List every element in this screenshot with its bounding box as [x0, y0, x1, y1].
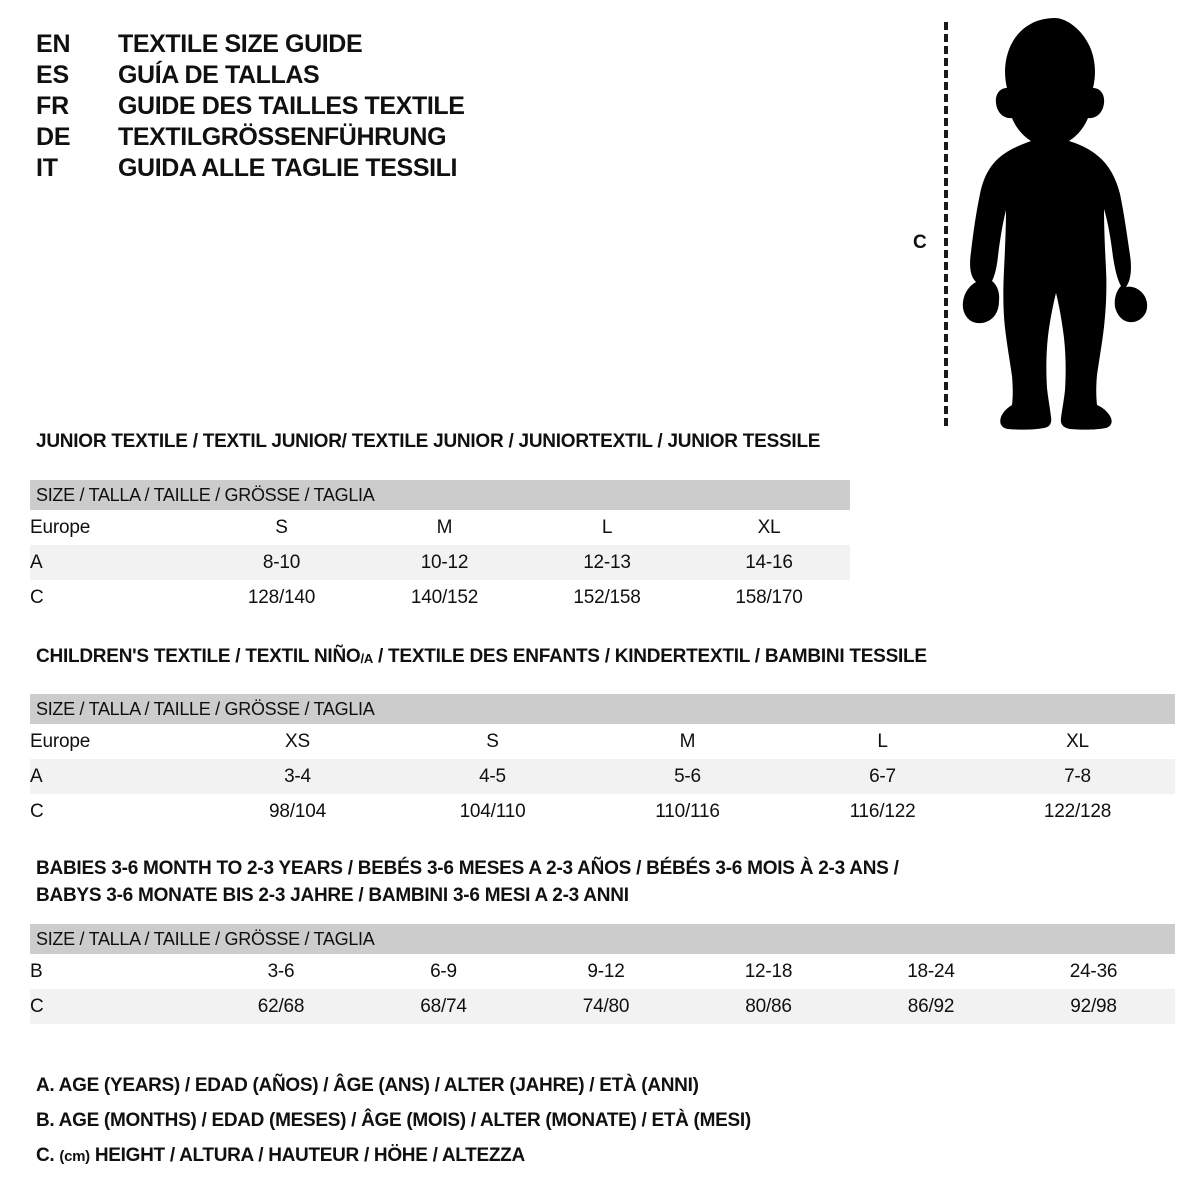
junior-row-europe-cell-1: M	[363, 510, 526, 545]
junior-row-a-cell-3: 14-16	[688, 545, 850, 580]
legend-block: A. AGE (YEARS) / EDAD (AÑOS) / ÂGE (ANS)…	[36, 1068, 751, 1174]
table-row: Europe XS S M L XL	[30, 724, 1176, 759]
junior-row-europe-cell-0: S	[200, 510, 363, 545]
babies-row-c-cell-0: 62/68	[200, 989, 362, 1024]
junior-row-a-cell-2: 12-13	[526, 545, 688, 580]
children-row-c-cell-1: 104/110	[395, 794, 590, 829]
table-row: A 3-4 4-5 5-6 6-7 7-8	[30, 759, 1176, 794]
babies-row-c-label: C	[30, 989, 200, 1024]
height-measure-label: C	[913, 232, 927, 253]
babies-size-table: SIZE / TALLA / TAILLE / GRÖSSE / TAGLIA …	[30, 924, 1176, 1024]
language-code-it: IT	[36, 154, 58, 182]
junior-row-europe-label: Europe	[30, 510, 200, 545]
language-code-en: EN	[36, 30, 71, 58]
language-row-de: DE TEXTILGRÖSSENFÜHRUNG	[36, 123, 596, 154]
language-row-fr: FR GUIDE DES TAILLES TEXTILE	[36, 92, 596, 123]
table-row: Europe S M L XL	[30, 510, 850, 545]
children-row-a-cell-1: 4-5	[395, 759, 590, 794]
junior-size-table: SIZE / TALLA / TAILLE / GRÖSSE / TAGLIA …	[30, 480, 850, 615]
language-title-block: EN TEXTILE SIZE GUIDE ES GUÍA DE TALLAS …	[36, 30, 596, 185]
children-row-a-cell-2: 5-6	[590, 759, 785, 794]
junior-row-c-cell-0: 128/140	[200, 580, 363, 615]
junior-table-bar-row: SIZE / TALLA / TAILLE / GRÖSSE / TAGLIA	[30, 480, 850, 510]
babies-row-b-cell-5: 24-36	[1012, 954, 1176, 989]
junior-row-c-cell-3: 158/170	[688, 580, 850, 615]
child-silhouette-icon	[962, 18, 1148, 430]
language-code-de: DE	[36, 123, 71, 151]
children-row-a-cell-3: 6-7	[785, 759, 980, 794]
children-row-europe-cell-3: L	[785, 724, 980, 759]
legend-line-c-unit: (cm)	[59, 1148, 90, 1165]
children-heading-part1: CHILDREN'S TEXTILE / TEXTIL NIÑO	[36, 646, 361, 667]
table-row: B 3-6 6-9 9-12 12-18 18-24 24-36	[30, 954, 1176, 989]
children-row-europe-cell-1: S	[395, 724, 590, 759]
junior-row-europe-cell-3: XL	[688, 510, 850, 545]
legend-line-b: B. AGE (MONTHS) / EDAD (MESES) / ÂGE (MO…	[36, 1110, 751, 1131]
table-row: C 62/68 68/74 74/80 80/86 86/92 92/98	[30, 989, 1176, 1024]
children-section-heading: CHILDREN'S TEXTILE / TEXTIL NIÑO/A / TEX…	[36, 643, 927, 672]
language-title-it: GUIDA ALLE TAGLIE TESSILI	[118, 154, 458, 182]
children-row-c-cell-3: 116/122	[785, 794, 980, 829]
children-row-a-label: A	[30, 759, 200, 794]
children-row-c-cell-0: 98/104	[200, 794, 395, 829]
language-code-es: ES	[36, 61, 69, 89]
table-row: A 8-10 10-12 12-13 14-16	[30, 545, 850, 580]
babies-row-b-cell-2: 9-12	[525, 954, 687, 989]
junior-section-heading: JUNIOR TEXTILE / TEXTIL JUNIOR/ TEXTILE …	[36, 431, 821, 452]
children-row-a-cell-0: 3-4	[200, 759, 395, 794]
language-row-en: EN TEXTILE SIZE GUIDE	[36, 30, 596, 61]
junior-row-c-cell-2: 152/158	[526, 580, 688, 615]
children-row-a-cell-4: 7-8	[980, 759, 1176, 794]
babies-section-heading: BABIES 3-6 MONTH TO 2-3 YEARS / BEBÉS 3-…	[36, 855, 899, 909]
table-row: C 98/104 104/110 110/116 116/122 122/128	[30, 794, 1176, 829]
language-title-en: TEXTILE SIZE GUIDE	[118, 30, 363, 58]
junior-row-a-cell-1: 10-12	[363, 545, 526, 580]
children-row-europe-cell-0: XS	[200, 724, 395, 759]
babies-row-b-cell-4: 18-24	[850, 954, 1012, 989]
babies-table-bar-row: SIZE / TALLA / TAILLE / GRÖSSE / TAGLIA	[30, 924, 1176, 954]
table-row: C 128/140 140/152 152/158 158/170	[30, 580, 850, 615]
junior-row-europe-cell-2: L	[526, 510, 688, 545]
children-row-c-cell-4: 122/128	[980, 794, 1176, 829]
junior-row-a-label: A	[30, 545, 200, 580]
children-row-europe-cell-4: XL	[980, 724, 1176, 759]
legend-line-c-prefix: C.	[36, 1145, 55, 1166]
children-row-europe-label: Europe	[30, 724, 200, 759]
dashed-height-line	[944, 22, 948, 426]
junior-row-a-cell-0: 8-10	[200, 545, 363, 580]
babies-row-c-cell-3: 80/86	[687, 989, 850, 1024]
babies-table-bar-label: SIZE / TALLA / TAILLE / GRÖSSE / TAGLIA	[30, 924, 1176, 954]
language-title-fr: GUIDE DES TAILLES TEXTILE	[118, 92, 465, 120]
babies-row-c-cell-5: 92/98	[1012, 989, 1176, 1024]
children-row-c-cell-2: 110/116	[590, 794, 785, 829]
children-row-europe-cell-2: M	[590, 724, 785, 759]
children-heading-part2: / TEXTILE DES ENFANTS / KINDERTEXTIL / B…	[372, 646, 927, 667]
language-row-es: ES GUÍA DE TALLAS	[36, 61, 596, 92]
language-title-de: TEXTILGRÖSSENFÜHRUNG	[118, 123, 447, 151]
babies-heading-line-1: BABIES 3-6 MONTH TO 2-3 YEARS / BEBÉS 3-…	[36, 858, 899, 879]
height-figure-block: C	[900, 14, 1190, 434]
babies-row-b-label: B	[30, 954, 200, 989]
children-size-table: SIZE / TALLA / TAILLE / GRÖSSE / TAGLIA …	[30, 694, 1176, 829]
junior-row-c-label: C	[30, 580, 200, 615]
babies-row-c-cell-4: 86/92	[850, 989, 1012, 1024]
children-heading-subscript: /A	[360, 651, 373, 666]
babies-row-b-cell-3: 12-18	[687, 954, 850, 989]
babies-row-c-cell-1: 68/74	[362, 989, 525, 1024]
legend-line-a: A. AGE (YEARS) / EDAD (AÑOS) / ÂGE (ANS)…	[36, 1075, 699, 1096]
junior-table-bar-label: SIZE / TALLA / TAILLE / GRÖSSE / TAGLIA	[30, 480, 850, 510]
language-title-es: GUÍA DE TALLAS	[118, 61, 320, 89]
children-row-c-label: C	[30, 794, 200, 829]
babies-row-c-cell-2: 74/80	[525, 989, 687, 1024]
language-row-it: IT GUIDA ALLE TAGLIE TESSILI	[36, 154, 596, 185]
legend-line-c-rest: HEIGHT / ALTURA / HAUTEUR / HÖHE / ALTEZ…	[94, 1145, 525, 1166]
junior-row-c-cell-1: 140/152	[363, 580, 526, 615]
children-table-bar-row: SIZE / TALLA / TAILLE / GRÖSSE / TAGLIA	[30, 694, 1176, 724]
babies-row-b-cell-1: 6-9	[362, 954, 525, 989]
children-table-bar-label: SIZE / TALLA / TAILLE / GRÖSSE / TAGLIA	[30, 694, 1176, 724]
babies-heading-line-2: BABYS 3-6 MONATE BIS 2-3 JAHRE / BAMBINI…	[36, 885, 629, 906]
language-code-fr: FR	[36, 92, 69, 120]
babies-row-b-cell-0: 3-6	[200, 954, 362, 989]
legend-line-c: C. (cm) HEIGHT / ALTURA / HAUTEUR / HÖHE…	[36, 1138, 751, 1174]
